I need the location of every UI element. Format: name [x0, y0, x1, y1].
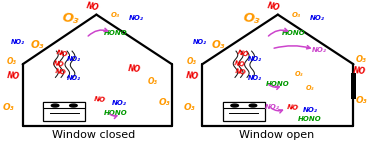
Bar	[43, 102, 85, 121]
Text: NO: NO	[56, 49, 69, 58]
Text: NO: NO	[85, 1, 100, 12]
Text: NO: NO	[127, 64, 141, 74]
Circle shape	[51, 104, 59, 107]
Text: NO: NO	[267, 1, 281, 12]
Text: NO₂: NO₂	[67, 56, 81, 62]
Circle shape	[231, 104, 239, 107]
Text: O₃: O₃	[306, 85, 314, 91]
Bar	[223, 102, 265, 121]
Text: NO₂: NO₂	[11, 39, 25, 45]
Text: HONO: HONO	[266, 81, 290, 87]
Text: NO: NO	[53, 60, 65, 67]
Text: O₃: O₃	[111, 12, 120, 18]
Text: NO: NO	[186, 71, 200, 81]
Text: HONO: HONO	[298, 116, 322, 122]
Text: NO: NO	[352, 66, 366, 77]
Text: NO: NO	[94, 97, 106, 104]
Circle shape	[70, 104, 77, 107]
Text: NO₂: NO₂	[192, 39, 207, 45]
Text: NO₂: NO₂	[312, 47, 327, 53]
Text: NO₂: NO₂	[302, 106, 318, 113]
Text: NO₂: NO₂	[247, 56, 262, 62]
Text: O₃: O₃	[356, 55, 366, 64]
Text: NO: NO	[235, 68, 247, 76]
Text: Window closed: Window closed	[52, 130, 135, 140]
Text: O₃: O₃	[292, 12, 301, 18]
Bar	[351, 73, 356, 99]
Text: O₃: O₃	[187, 57, 197, 66]
Text: NO₂: NO₂	[129, 15, 144, 21]
Text: HONO: HONO	[282, 30, 306, 36]
Text: NO₂: NO₂	[265, 104, 280, 110]
Text: O₃: O₃	[294, 71, 303, 78]
Text: O₃: O₃	[159, 98, 170, 107]
Text: HONO: HONO	[104, 110, 127, 116]
Text: O₃: O₃	[6, 57, 16, 66]
Bar	[223, 102, 265, 108]
Text: NO: NO	[287, 104, 299, 111]
Text: NO: NO	[237, 49, 249, 58]
Text: O₃: O₃	[31, 40, 45, 49]
Text: O₃: O₃	[3, 103, 14, 112]
Text: O₃: O₃	[183, 103, 195, 112]
Text: O₃: O₃	[212, 40, 225, 49]
Text: NO: NO	[54, 68, 67, 76]
Text: NO: NO	[6, 71, 20, 81]
Text: O₃: O₃	[148, 77, 158, 86]
Text: O₃: O₃	[242, 11, 261, 26]
Text: NO: NO	[234, 60, 246, 67]
Text: NO₂: NO₂	[310, 15, 325, 21]
Text: NO₂: NO₂	[112, 100, 127, 106]
Bar	[43, 102, 85, 108]
Text: O₃: O₃	[60, 11, 79, 26]
Circle shape	[249, 104, 257, 107]
Text: O₃: O₃	[355, 96, 367, 105]
Text: NO₂: NO₂	[67, 75, 81, 81]
Text: HONO: HONO	[104, 30, 127, 36]
Text: NO₂: NO₂	[247, 75, 262, 81]
Text: Window open: Window open	[239, 130, 315, 140]
